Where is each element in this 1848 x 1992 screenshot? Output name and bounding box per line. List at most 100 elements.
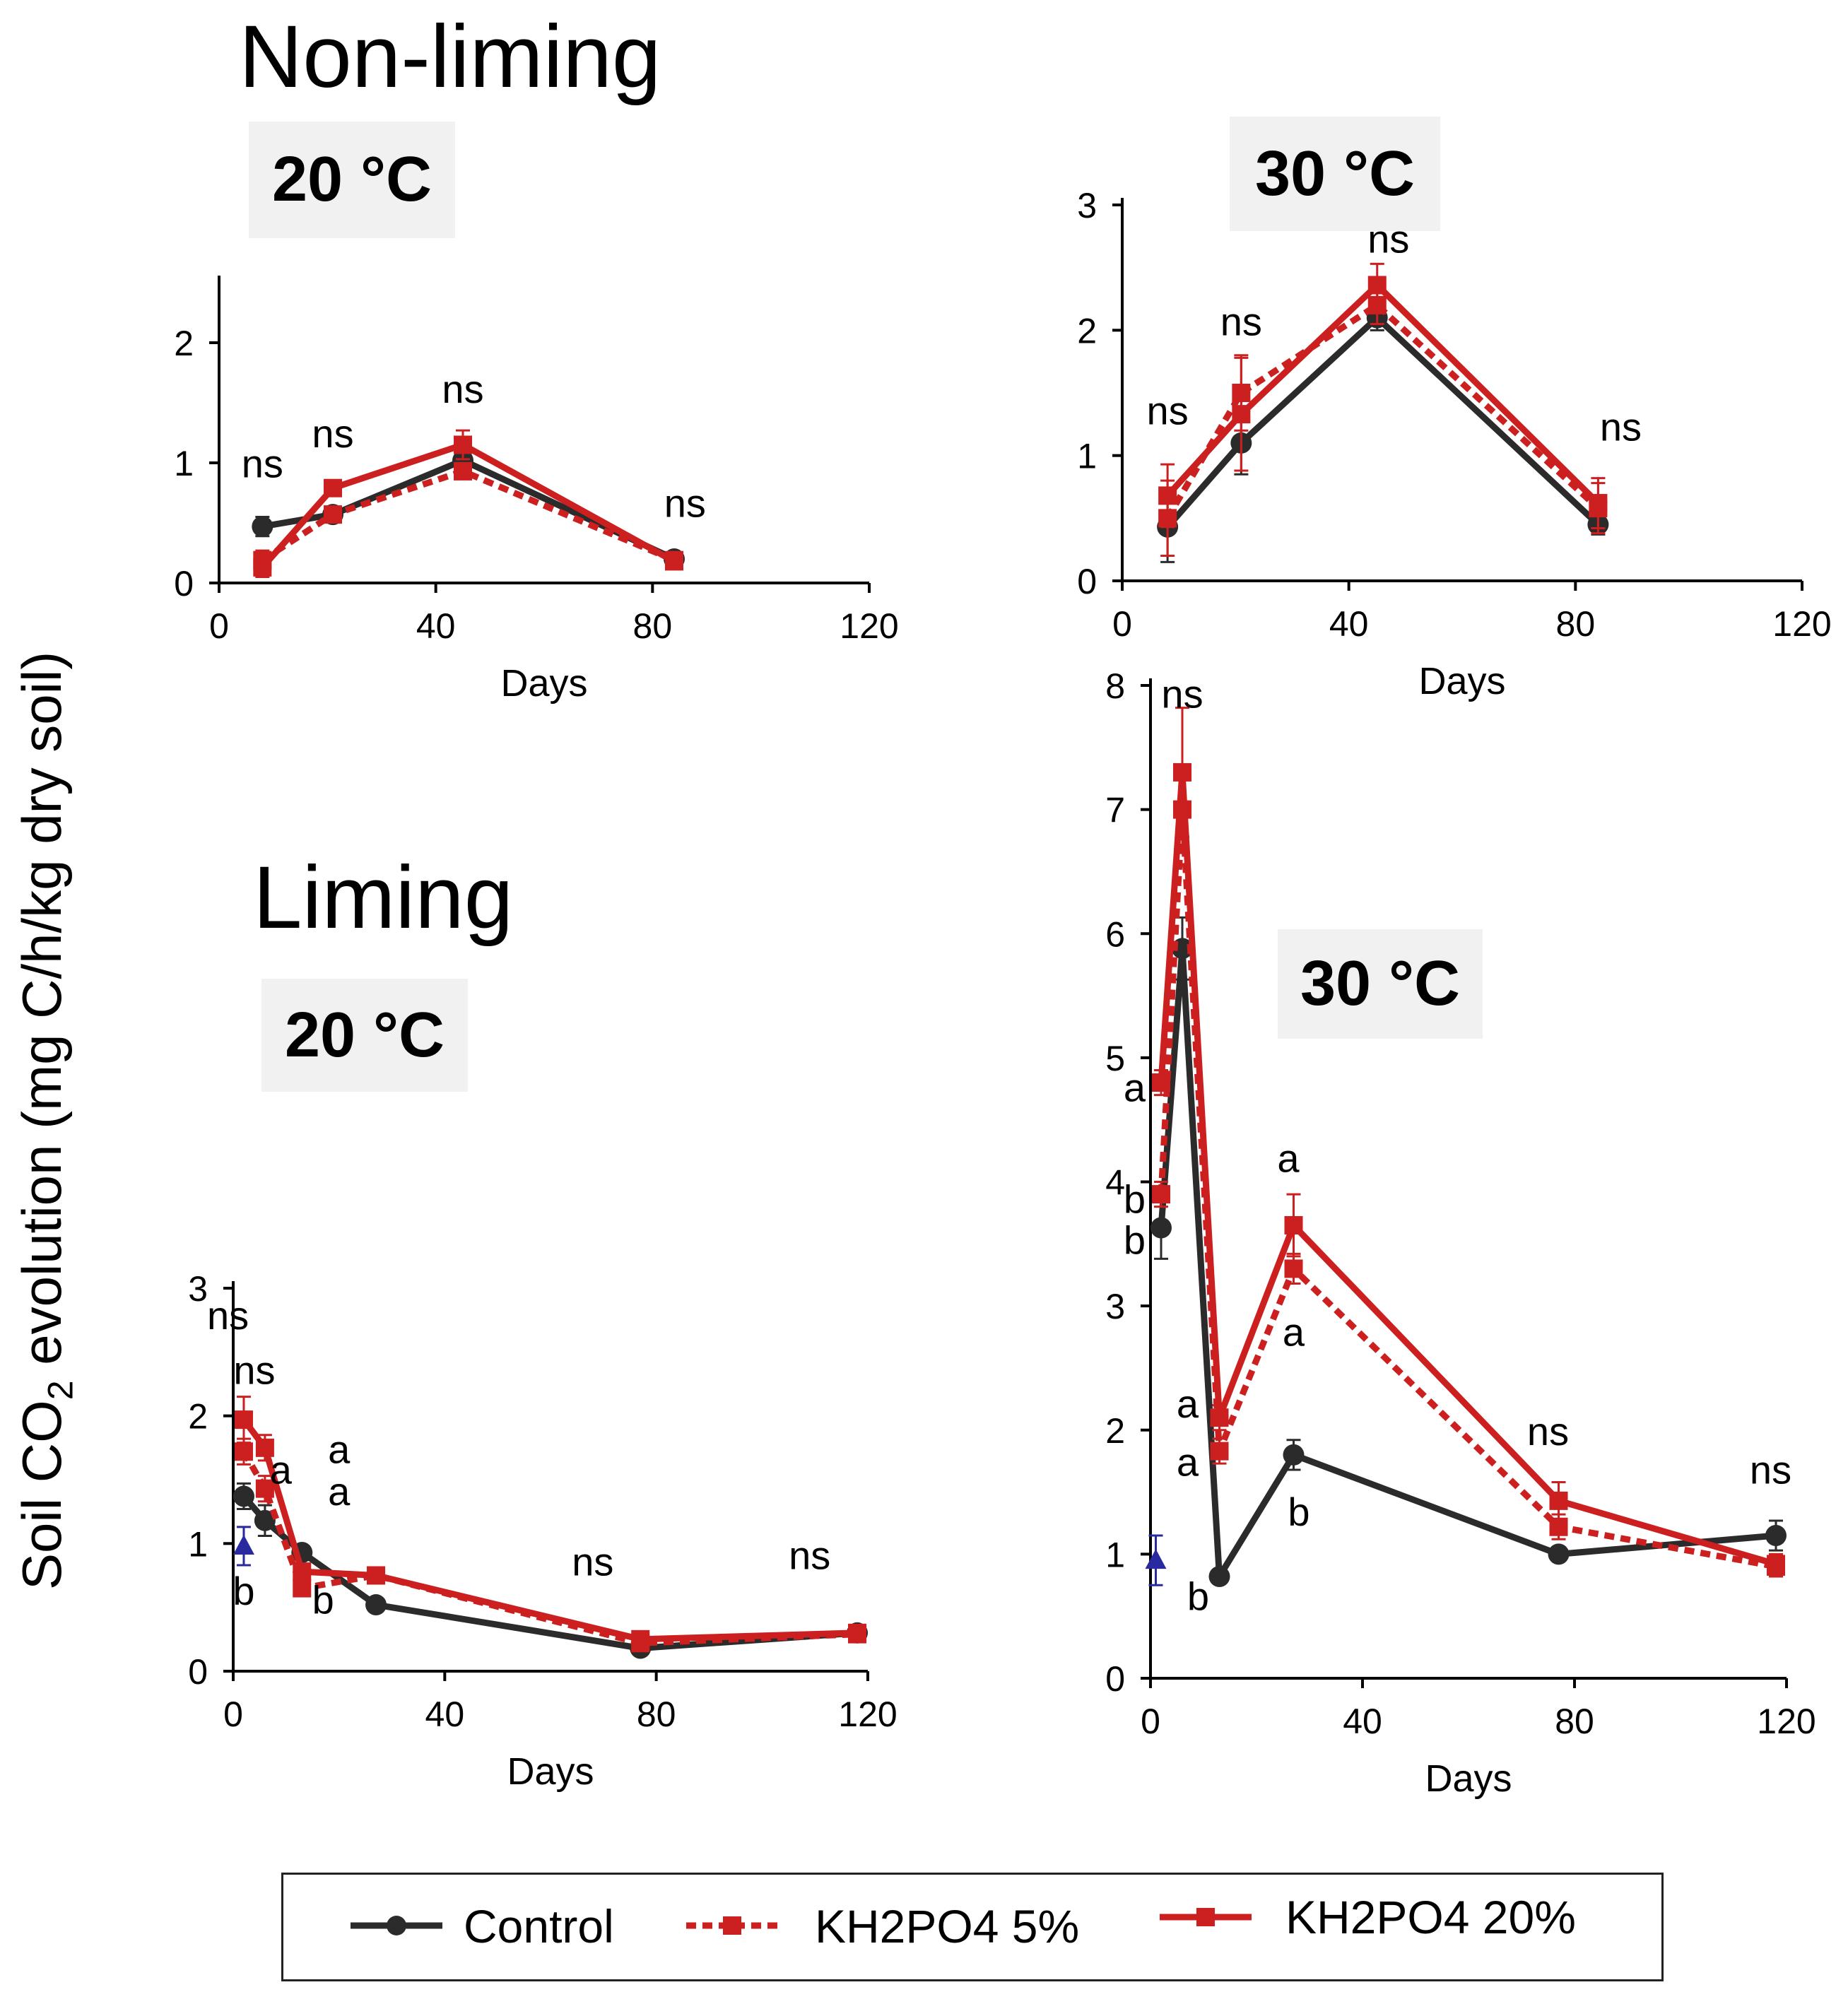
data-point — [1549, 1491, 1568, 1510]
significance-label: ns — [1527, 1409, 1569, 1454]
legend-label-kh2po4-5: KH2PO4 5% — [815, 1900, 1080, 1952]
series-line — [1165, 314, 1601, 529]
y-tick-label: 2 — [1077, 311, 1097, 350]
data-point — [1549, 1517, 1568, 1536]
x-axis-label: Days — [500, 662, 587, 705]
x-tick-label: 120 — [840, 606, 898, 646]
data-point — [255, 1479, 274, 1498]
legend-swatch-kh2po4-20 — [1160, 1908, 1252, 1926]
x-tick-label: 40 — [425, 1695, 465, 1734]
significance-label: ns — [1750, 1447, 1791, 1492]
heading-nonliming: Non-liming — [239, 8, 661, 106]
data-point — [1284, 1259, 1303, 1278]
x-tick-label: 40 — [1329, 604, 1369, 644]
x-axis-label: Days — [507, 1750, 594, 1793]
data-point — [254, 1509, 276, 1531]
y-tick-label: 5 — [1105, 1039, 1125, 1078]
data-point — [1232, 405, 1251, 424]
data-point — [1765, 1525, 1787, 1547]
data-point — [1152, 1185, 1170, 1204]
temp-label: 20 °C — [284, 999, 445, 1071]
data-point — [1158, 486, 1177, 505]
legend-label-kh2po4-20: KH2PO4 20% — [1285, 1891, 1576, 1943]
y-tick-label: 1 — [188, 1524, 208, 1564]
x-tick-label: 0 — [1112, 604, 1132, 644]
significance-label: ns — [442, 367, 483, 411]
y-tick-label: 1 — [174, 444, 194, 483]
y-tick-label: 0 — [1105, 1659, 1125, 1699]
x-tick-label: 120 — [838, 1695, 897, 1734]
x-tick-label: 80 — [637, 1695, 676, 1734]
significance-label: ns — [1147, 388, 1189, 432]
y-tick-label: 3 — [1105, 1287, 1125, 1326]
temp-box-liming-20: 20 °C — [261, 979, 468, 1092]
data-point — [1210, 1442, 1229, 1461]
data-point — [1767, 1555, 1785, 1574]
data-point — [665, 552, 683, 571]
data-point — [233, 1485, 254, 1507]
series-line — [261, 457, 676, 562]
y-tick-label: 1 — [1105, 1535, 1125, 1574]
data-point — [631, 1629, 650, 1649]
data-point — [1152, 1073, 1170, 1092]
y-tick-label: 4 — [1105, 1163, 1125, 1203]
series-line — [260, 468, 676, 563]
y-tick-label: 0 — [1077, 562, 1097, 601]
x-axis-label: Days — [1425, 1757, 1512, 1800]
temp-box-nonliming-30: 30 °C — [1230, 117, 1440, 231]
data-point — [293, 1579, 312, 1598]
significance-label: a — [1283, 1309, 1305, 1354]
data-point — [848, 1623, 867, 1642]
y-tick-label: 3 — [1077, 186, 1097, 225]
legend-label-control: Control — [464, 1900, 614, 1952]
x-axis-label: Days — [1418, 660, 1505, 702]
significance-label: b — [233, 1569, 254, 1613]
data-point — [324, 505, 342, 524]
data-point — [1284, 1215, 1303, 1234]
significance-label: a — [1177, 1381, 1199, 1426]
significance-label: ns — [789, 1533, 830, 1577]
data-point — [1210, 1408, 1229, 1427]
x-tick-label: 0 — [223, 1695, 243, 1734]
y-tick-label: 7 — [1105, 791, 1125, 830]
y-tick-label: 2 — [1105, 1411, 1125, 1451]
y-tick-label: 6 — [1105, 914, 1125, 954]
temp-label: 20 °C — [271, 144, 432, 215]
y-tick-label: 2 — [188, 1397, 208, 1437]
data-point — [252, 516, 273, 538]
series-line — [259, 442, 676, 570]
significance-label: ns — [1161, 672, 1203, 717]
data-point — [1150, 1217, 1172, 1239]
data-point — [1283, 1444, 1305, 1466]
data-point — [1548, 1543, 1570, 1565]
data-point — [365, 1594, 387, 1616]
significance-label: a — [328, 1469, 351, 1514]
y-tick-label: 2 — [174, 324, 194, 363]
x-tick-label: 40 — [1343, 1702, 1382, 1741]
heading-liming: Liming — [253, 849, 514, 947]
data-point — [454, 435, 472, 454]
x-tick-label: 120 — [1757, 1702, 1815, 1741]
significance-label: ns — [1367, 216, 1409, 261]
significance-label: ns — [664, 481, 706, 526]
data-point — [324, 478, 342, 497]
data-point — [255, 1438, 274, 1457]
data-point — [367, 1566, 386, 1585]
data-point — [234, 1410, 253, 1430]
data-point — [253, 558, 272, 577]
data-point — [454, 461, 472, 481]
x-tick-label: 80 — [633, 606, 673, 646]
temp-label: 30 °C — [1300, 948, 1461, 1019]
legend-swatch-control — [351, 1916, 442, 1935]
y-tick-label: 3 — [188, 1269, 208, 1309]
x-tick-label: 120 — [1772, 604, 1831, 644]
y-tick-label: 0 — [174, 564, 194, 603]
significance-label: ns — [572, 1540, 613, 1584]
significance-label: a — [270, 1447, 293, 1492]
x-tick-label: 0 — [209, 606, 229, 646]
x-tick-label: 40 — [416, 606, 456, 646]
